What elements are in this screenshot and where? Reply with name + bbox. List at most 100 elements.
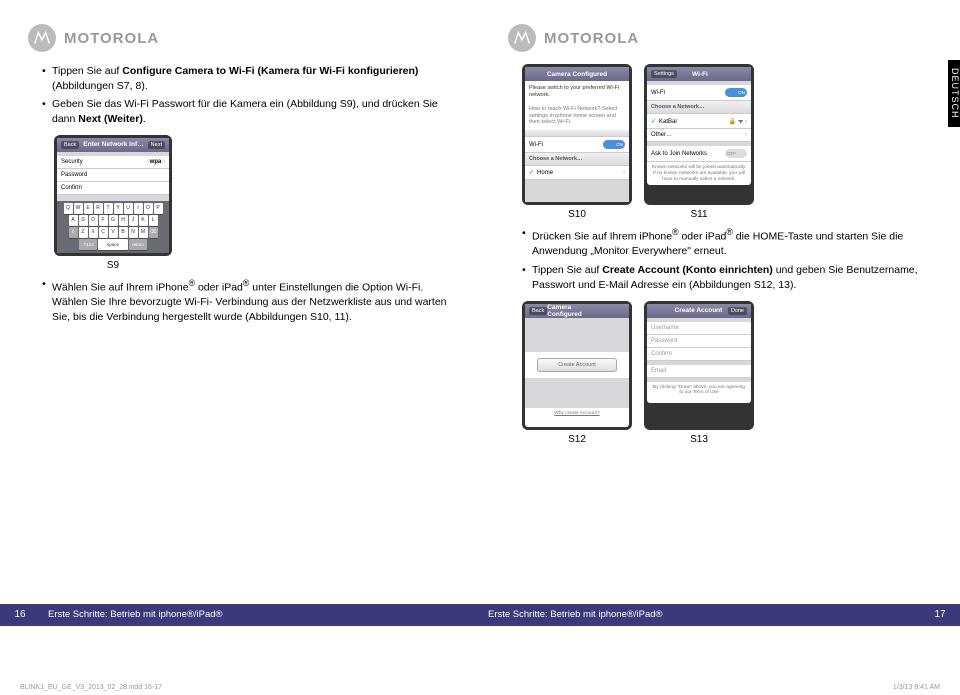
next-button[interactable]: Next	[148, 141, 165, 149]
page-footer-left: 16 Erste Schritte: Betrieb mit iphone®/i…	[0, 604, 480, 626]
label-s10: S10	[522, 209, 632, 220]
labels-s10-s11: S10 S11	[522, 209, 932, 220]
why-account-link[interactable]: Why create Account?	[525, 408, 629, 420]
wifi-toggle-row[interactable]: Wi-FiON	[525, 137, 629, 153]
brand-logo: MOTOROLA	[508, 24, 932, 52]
key-u[interactable]: U	[124, 203, 133, 214]
language-tab: DEUTSCH	[948, 60, 960, 127]
security-row[interactable]: Securitywpa ›	[57, 156, 169, 169]
back-button[interactable]: Back	[61, 141, 79, 149]
brand-logo: MOTOROLA	[28, 24, 452, 52]
bullet: Drücken Sie auf Ihrem iPhone® oder iPad®…	[522, 226, 932, 259]
key-p[interactable]: P	[154, 203, 163, 214]
instructions-top: Tippen Sie auf Configure Camera to Wi-Fi…	[28, 64, 452, 127]
key-f[interactable]: F	[99, 215, 108, 226]
key-i[interactable]: I	[134, 203, 143, 214]
labels-s12-s13: S12 S13	[522, 434, 932, 445]
screenshots-s10-s11: Camera Configured Please switch to your …	[522, 64, 932, 205]
key-l[interactable]: L	[149, 215, 158, 226]
bullet: Wählen Sie auf Ihrem iPhone® oder iPad® …	[42, 277, 452, 325]
key-a[interactable]: A	[69, 215, 78, 226]
key-z[interactable]: Z	[79, 227, 88, 238]
screen-title: Camera Configured	[547, 304, 607, 318]
label-s9: S9	[54, 260, 172, 271]
symbol-key[interactable]: .?123	[79, 239, 97, 250]
return-key[interactable]: return	[129, 239, 147, 250]
key-n[interactable]: N	[129, 227, 138, 238]
keyboard[interactable]: QWERTYUIOP ASDFGHJKL ⇧ZXCVBNM⌫ .?123 spa…	[57, 201, 169, 253]
screen-title: Create Account	[675, 307, 723, 314]
bullet: Tippen Sie auf Create Account (Konto ein…	[522, 263, 932, 292]
footer-title: Erste Schritte: Betrieb mit iphone®/iPad…	[480, 604, 920, 626]
document-meta: BLINK1_EU_GE_V3_2013_02_28.indd 16-17 1/…	[20, 684, 940, 691]
key-s[interactable]: S	[79, 215, 88, 226]
label-s13: S13	[644, 434, 754, 445]
toggle-icon[interactable]: ON	[725, 88, 747, 97]
key-k[interactable]: K	[139, 215, 148, 226]
key-g[interactable]: G	[109, 215, 118, 226]
key-x[interactable]: X	[89, 227, 98, 238]
screenshot-s9: Back Enter Network Inf… Next Securitywpa…	[54, 135, 172, 256]
key-w[interactable]: W	[74, 203, 83, 214]
instructions-bottom: Wählen Sie auf Ihrem iPhone® oder iPad® …	[28, 277, 452, 325]
page-footer-right: Erste Schritte: Betrieb mit iphone®/iPad…	[480, 604, 960, 626]
key-q[interactable]: Q	[64, 203, 73, 214]
settings-button[interactable]: Settings	[651, 70, 677, 78]
confirm-row[interactable]: Confirm	[57, 182, 169, 195]
password-row[interactable]: Password	[57, 169, 169, 182]
section-header: Choose a Network…	[525, 153, 629, 166]
back-button[interactable]: Back	[529, 307, 547, 315]
page-number: 16	[0, 604, 40, 626]
network-row[interactable]: ✓Home›	[525, 166, 629, 180]
key-h[interactable]: H	[119, 215, 128, 226]
key-y[interactable]: Y	[114, 203, 123, 214]
key-v[interactable]: V	[109, 227, 118, 238]
footer-title: Erste Schritte: Betrieb mit iphone®/iPad…	[40, 604, 480, 626]
key-b[interactable]: B	[119, 227, 128, 238]
bullet: Geben Sie das Wi-Fi Passwort für die Kam…	[42, 97, 452, 126]
key-j[interactable]: J	[129, 215, 138, 226]
key-t[interactable]: T	[104, 203, 113, 214]
motorola-icon	[508, 24, 536, 52]
space-key[interactable]: space	[98, 239, 128, 250]
key-d[interactable]: D	[89, 215, 98, 226]
label-s12: S12	[522, 434, 632, 445]
right-page: DEUTSCH MOTOROLA Camera Configured Pleas…	[480, 0, 960, 640]
ask-join-row[interactable]: Ask to Join NetworksOFF	[647, 146, 751, 162]
done-button[interactable]: Done	[728, 307, 747, 315]
bullet: Tippen Sie auf Configure Camera to Wi-Fi…	[42, 64, 452, 93]
confirm-field[interactable]: Confirm	[647, 348, 751, 361]
wifi-toggle-row[interactable]: Wi-FiON	[647, 85, 751, 101]
screen-title: Camera Configured	[547, 71, 607, 78]
print-timestamp: 1/3/13 8:41 AM	[893, 684, 940, 691]
label-s11: S11	[644, 209, 754, 220]
shift-key[interactable]: ⇧	[69, 227, 78, 238]
brand-text: MOTOROLA	[544, 30, 639, 47]
page-spread: MOTOROLA Tippen Sie auf Configure Camera…	[0, 0, 960, 640]
create-account-button[interactable]: Create Account	[537, 358, 617, 372]
screen-title: Enter Network Inf…	[83, 141, 143, 148]
other-row[interactable]: Other…›	[647, 129, 751, 142]
instructions-right: Drücken Sie auf Ihrem iPhone® oder iPad®…	[508, 226, 932, 292]
key-e[interactable]: E	[84, 203, 93, 214]
section-header: Choose a Network…	[647, 101, 751, 114]
left-page: MOTOROLA Tippen Sie auf Configure Camera…	[0, 0, 480, 640]
network-note: Known networks will be joined automatica…	[647, 162, 751, 185]
toggle-icon[interactable]: OFF	[725, 149, 747, 158]
key-r[interactable]: R	[94, 203, 103, 214]
screen-title: Wi-Fi	[692, 71, 708, 78]
username-field[interactable]: Username	[647, 322, 751, 335]
toggle-icon[interactable]: ON	[603, 140, 625, 149]
terms-note: By clicking "Done" above, you are agreei…	[647, 382, 751, 400]
brand-text: MOTOROLA	[64, 30, 159, 47]
file-name: BLINK1_EU_GE_V3_2013_02_28.indd 16-17	[20, 684, 162, 691]
key-m[interactable]: M	[139, 227, 148, 238]
email-field[interactable]: Email	[647, 365, 751, 378]
network-row[interactable]: ✓KatBar🔒 ᯤ ›	[647, 114, 751, 129]
screenshots-s12-s13: BackCamera Configured Create Account Why…	[522, 301, 932, 431]
key-o[interactable]: O	[144, 203, 153, 214]
motorola-icon	[28, 24, 56, 52]
backspace-key[interactable]: ⌫	[149, 227, 158, 238]
password-field[interactable]: Password	[647, 335, 751, 348]
key-c[interactable]: C	[99, 227, 108, 238]
